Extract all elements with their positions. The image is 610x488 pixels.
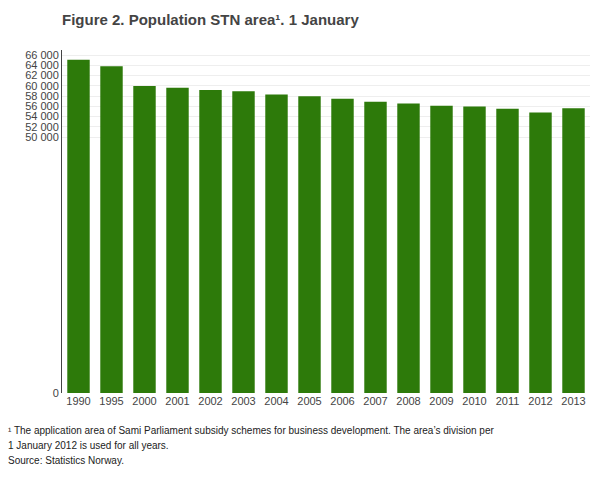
svg-text:2009: 2009 xyxy=(429,395,453,407)
svg-text:¹ The application area of Sami: ¹ The application area of Sami Parliamen… xyxy=(8,425,494,436)
svg-text:60 000: 60 000 xyxy=(25,80,59,92)
svg-text:1990: 1990 xyxy=(66,395,90,407)
svg-text:2003: 2003 xyxy=(231,395,255,407)
svg-text:2012: 2012 xyxy=(528,395,552,407)
svg-text:52 000: 52 000 xyxy=(25,121,59,133)
svg-text:2010: 2010 xyxy=(462,395,486,407)
svg-text:2008: 2008 xyxy=(396,395,420,407)
svg-text:2000: 2000 xyxy=(132,395,156,407)
svg-text:64 000: 64 000 xyxy=(25,59,59,71)
svg-text:2013: 2013 xyxy=(561,395,585,407)
svg-text:50 000: 50 000 xyxy=(25,131,59,143)
svg-text:Figure 2. Population STN area¹: Figure 2. Population STN area¹. 1 Januar… xyxy=(62,11,359,28)
svg-text:58 000: 58 000 xyxy=(25,90,59,102)
svg-text:2001: 2001 xyxy=(165,395,189,407)
svg-text:1 January 2012 is used for all: 1 January 2012 is used for all years. xyxy=(8,440,169,451)
svg-text:2007: 2007 xyxy=(363,395,387,407)
svg-text:2004: 2004 xyxy=(264,395,288,407)
svg-text:1995: 1995 xyxy=(99,395,123,407)
svg-text:0: 0 xyxy=(53,387,59,399)
svg-text:2006: 2006 xyxy=(330,395,354,407)
svg-text:66 000: 66 000 xyxy=(25,49,59,61)
svg-text:2005: 2005 xyxy=(297,395,321,407)
svg-text:62 000: 62 000 xyxy=(25,69,59,81)
svg-text:56 000: 56 000 xyxy=(25,100,59,112)
svg-text:2011: 2011 xyxy=(496,395,520,407)
svg-text:Source: Statistics Norway.: Source: Statistics Norway. xyxy=(8,455,124,466)
svg-text:54 000: 54 000 xyxy=(25,110,59,122)
svg-text:2002: 2002 xyxy=(198,395,222,407)
